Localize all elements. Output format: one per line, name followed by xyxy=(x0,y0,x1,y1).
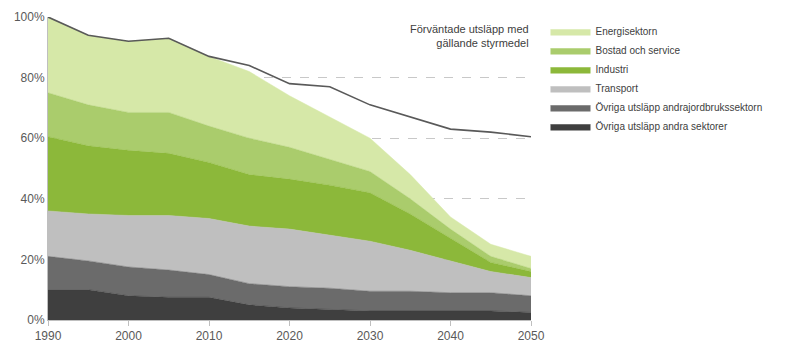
svg-text:2020: 2020 xyxy=(276,329,303,343)
svg-text:2030: 2030 xyxy=(357,329,384,343)
svg-text:Energisektorn: Energisektorn xyxy=(595,26,657,37)
svg-text:Bostad och service: Bostad och service xyxy=(595,45,680,56)
svg-text:100%: 100% xyxy=(14,10,45,24)
svg-text:1990: 1990 xyxy=(35,329,62,343)
svg-text:Industri: Industri xyxy=(595,64,628,75)
svg-text:Övriga utsläpp andra sektorer: Övriga utsläpp andra sektorer xyxy=(595,121,727,132)
svg-text:60%: 60% xyxy=(21,131,45,145)
svg-text:Transport: Transport xyxy=(595,83,638,94)
svg-text:2000: 2000 xyxy=(115,329,142,343)
svg-text:Förväntade utsläpp medgällande: Förväntade utsläpp medgällande styrmedel xyxy=(410,23,529,49)
svg-text:80%: 80% xyxy=(21,71,45,85)
svg-text:2050: 2050 xyxy=(518,329,545,343)
svg-text:40%: 40% xyxy=(21,192,45,206)
svg-text:Övriga utsläpp andrajordbrukss: Övriga utsläpp andrajordbrukssektorn xyxy=(595,102,762,113)
svg-text:2010: 2010 xyxy=(196,329,223,343)
svg-text:20%: 20% xyxy=(21,253,45,267)
svg-text:2040: 2040 xyxy=(437,329,464,343)
svg-text:0%: 0% xyxy=(27,313,45,327)
